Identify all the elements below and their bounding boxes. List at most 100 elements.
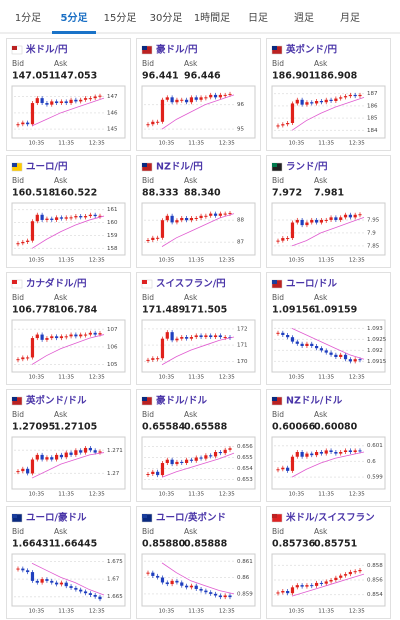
x-tick-label: 10:35 xyxy=(289,609,305,615)
pair-name[interactable]: 豪ドル/円 xyxy=(156,44,197,56)
moving-average xyxy=(161,562,235,595)
candle-body xyxy=(45,103,49,105)
bid-value: 88.333 xyxy=(142,188,179,199)
flag xyxy=(12,397,17,401)
candle-body xyxy=(146,359,150,361)
ask-label: Ask xyxy=(54,293,68,302)
chart-frame xyxy=(271,436,386,490)
candle-body xyxy=(334,217,338,220)
y-tick-label: 187 xyxy=(367,91,378,97)
y-tick-label: 159 xyxy=(107,233,118,239)
pair-name[interactable]: ユーロ/円 xyxy=(26,162,67,173)
candle-body xyxy=(213,452,218,457)
candle-body xyxy=(184,99,189,103)
candle-body xyxy=(21,122,25,125)
candle-body xyxy=(160,220,165,238)
chart-frame xyxy=(141,436,256,490)
y-tick-label: 0.601 xyxy=(367,443,383,449)
candle-body xyxy=(98,95,102,97)
candle-body xyxy=(64,452,68,458)
y-tick-label: 1.0915 xyxy=(367,359,387,365)
candle-body xyxy=(218,595,222,598)
pair-name[interactable]: ユーロ/ドル xyxy=(286,279,337,290)
bid-value: 186.901 xyxy=(272,71,315,82)
pair-name[interactable]: 英ポンド/円 xyxy=(286,44,337,56)
pair-name[interactable]: 英ポンド/ドル xyxy=(26,395,87,407)
candle-body xyxy=(30,572,35,581)
candle-body xyxy=(88,447,92,451)
chart-frame xyxy=(271,85,386,139)
pair-name[interactable]: ランド/円 xyxy=(286,162,327,173)
candle-body xyxy=(329,99,333,101)
tab[interactable]: 30分足 xyxy=(150,12,183,24)
candle-body xyxy=(50,218,54,220)
x-tick-label: 12:35 xyxy=(89,375,105,381)
x-tick-label: 11:35 xyxy=(318,492,334,498)
candle-body xyxy=(228,595,232,598)
candle-body xyxy=(170,97,174,103)
candle-body xyxy=(83,98,88,100)
candle-body xyxy=(69,586,73,588)
candle-body xyxy=(276,469,280,471)
candle-body xyxy=(180,99,184,101)
moving-average xyxy=(291,216,365,247)
pair-name[interactable]: カナダドル/円 xyxy=(26,278,86,290)
candle-body xyxy=(324,581,328,584)
moving-average xyxy=(161,94,235,130)
pair-name[interactable]: 米ドル/円 xyxy=(25,44,67,56)
pair-name[interactable]: NZドル/ドル xyxy=(286,396,343,407)
candle-body xyxy=(165,332,169,339)
moving-average xyxy=(291,573,365,597)
tab[interactable]: 1時間足 xyxy=(194,12,230,24)
moving-average xyxy=(161,452,235,478)
chart-frame xyxy=(11,202,126,256)
tab[interactable]: 週足 xyxy=(294,12,314,24)
ask-value: 171.505 xyxy=(184,305,227,316)
x-tick-label: 12:35 xyxy=(89,258,105,264)
pair-name[interactable]: 豪ドル/ドル xyxy=(156,395,207,407)
x-tick-label: 10:35 xyxy=(29,492,45,498)
candle-body xyxy=(324,99,328,103)
tab[interactable]: 日足 xyxy=(248,12,268,24)
tab[interactable]: 5分足 xyxy=(61,11,89,24)
y-tick-label: 1.092 xyxy=(367,348,383,354)
pair-name[interactable]: NZドル/円 xyxy=(156,162,203,173)
y-tick-label: 1.271 xyxy=(107,448,123,454)
card-frame xyxy=(136,38,261,151)
bid-value: 96.441 xyxy=(142,71,179,82)
tab[interactable]: 月足 xyxy=(340,12,360,24)
bid-label: Bid xyxy=(12,410,24,419)
pair-name[interactable]: ユーロ/英ポンド xyxy=(156,512,226,524)
y-tick-label: 0.655 xyxy=(237,455,253,461)
candle-body xyxy=(348,571,352,575)
candle-body xyxy=(223,337,227,339)
pair-name[interactable]: ユーロ/豪ドル xyxy=(26,512,87,524)
pair-name[interactable]: スイスフラン/円 xyxy=(156,279,226,290)
moving-average xyxy=(161,213,235,247)
tab[interactable]: 1分足 xyxy=(15,12,41,24)
tab[interactable]: 15分足 xyxy=(104,12,137,24)
bid-label: Bid xyxy=(272,527,284,536)
bid-label: Bid xyxy=(12,293,24,302)
ask-label: Ask xyxy=(184,293,198,302)
candle-body xyxy=(189,585,194,588)
pair-name[interactable]: 米ドル/スイスフラン xyxy=(285,512,375,524)
candle-body xyxy=(305,343,309,346)
candle-body xyxy=(30,459,35,474)
candle-body xyxy=(209,213,213,216)
